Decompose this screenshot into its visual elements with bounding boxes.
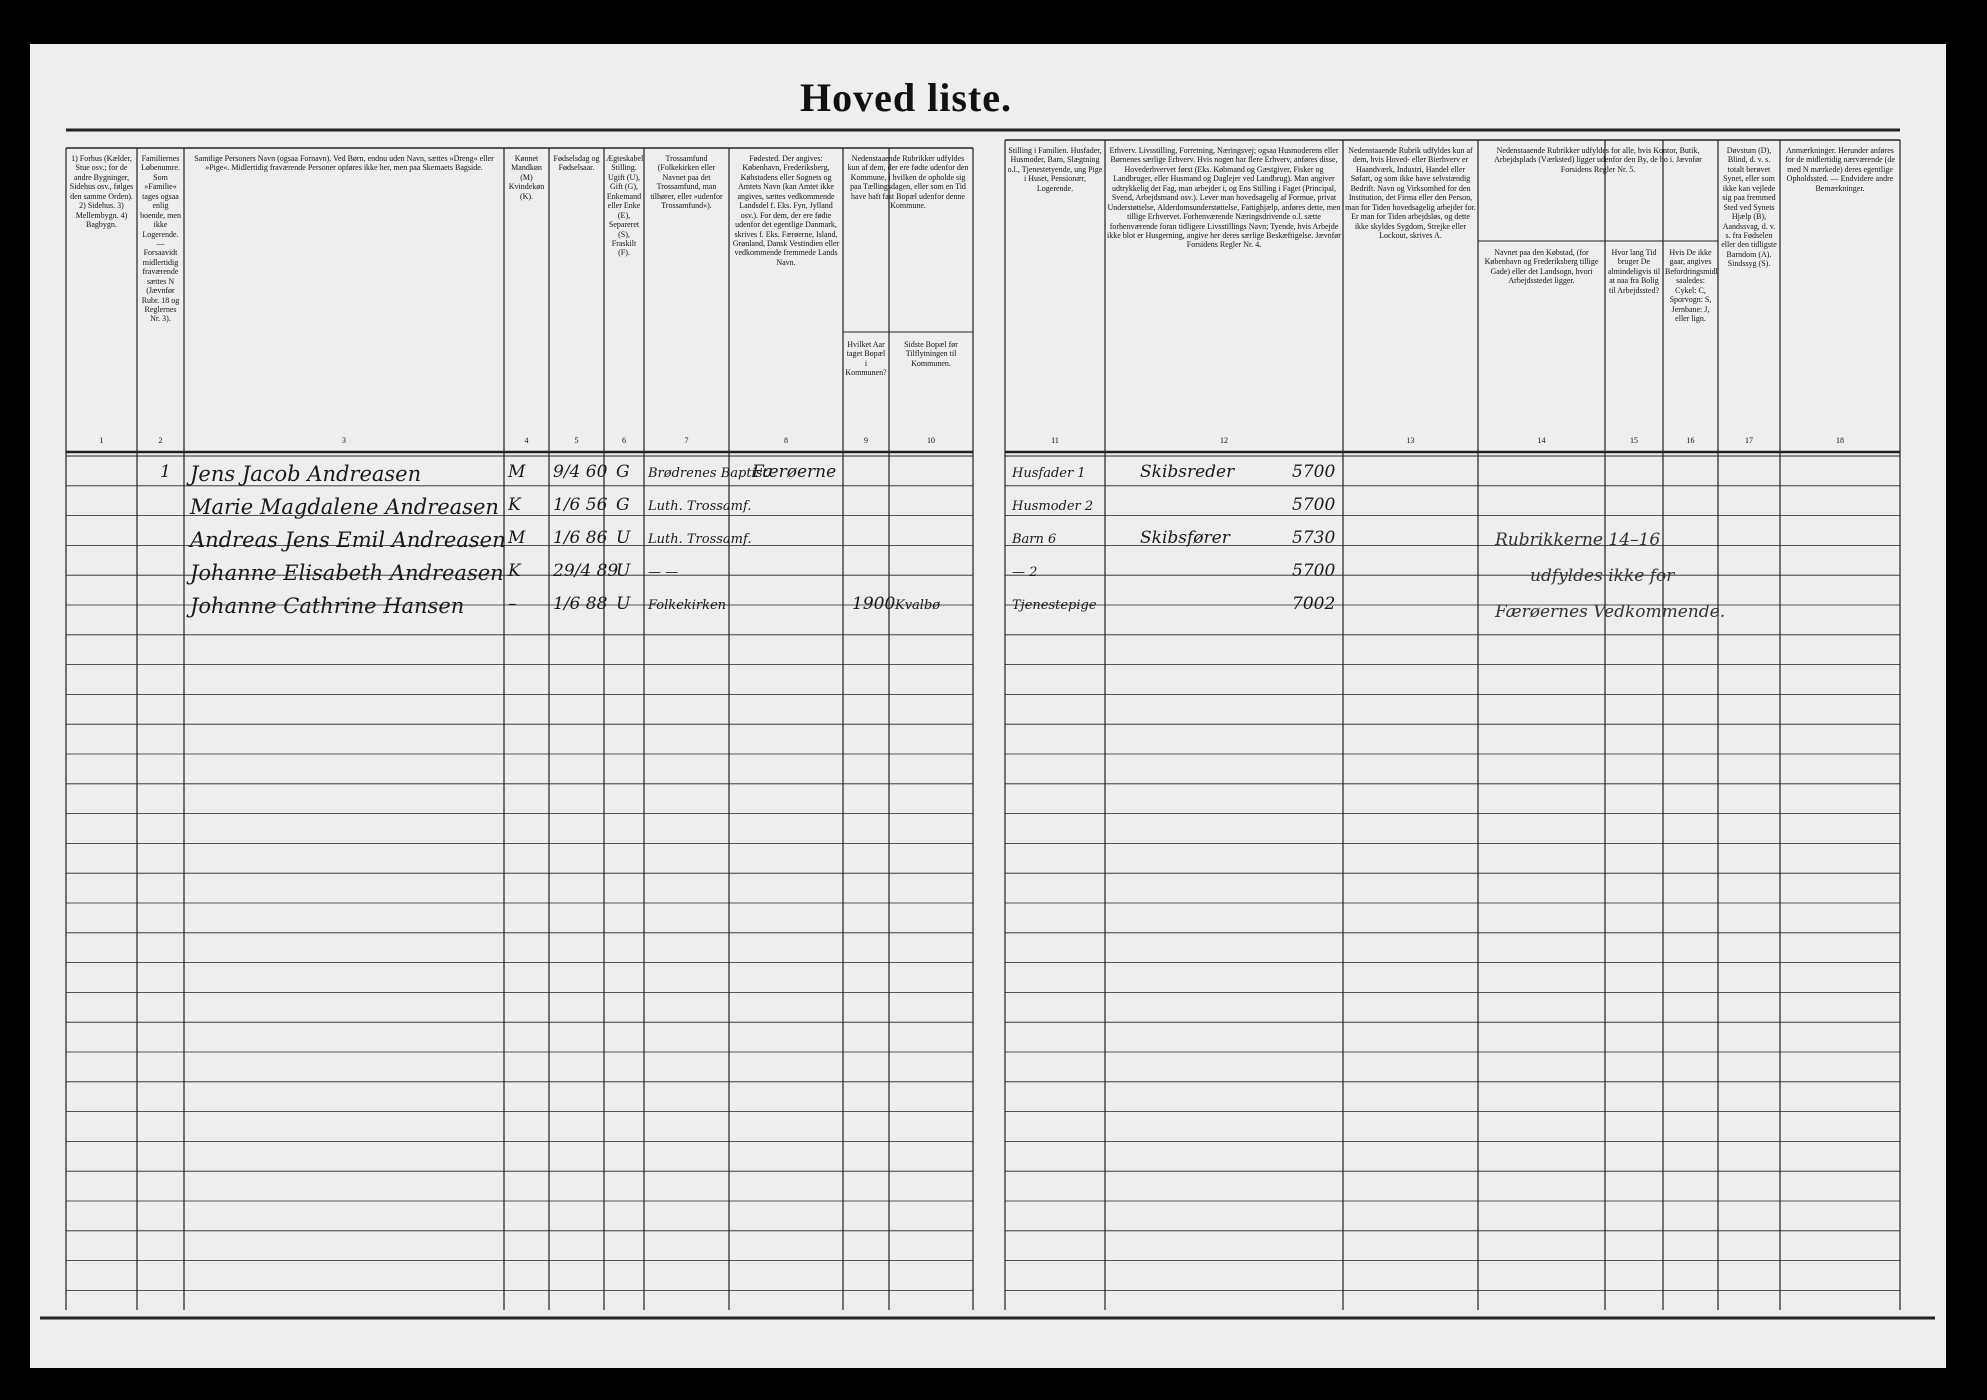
handwritten-birth: 1/6 56 bbox=[553, 495, 608, 515]
column-number: 9 bbox=[864, 436, 868, 445]
handwritten-name: Marie Magdalene Andreasen bbox=[190, 495, 499, 519]
column-header: Hvor lang Tid bruger De almindeligvis ti… bbox=[1607, 248, 1661, 295]
column-number: 15 bbox=[1630, 436, 1638, 445]
column-number: 18 bbox=[1836, 436, 1844, 445]
column-header: Stilling i Familien. Husfader, Husmoder,… bbox=[1007, 146, 1103, 193]
handwritten-code: 5700 bbox=[1292, 462, 1336, 482]
handwritten-occupation: Skibsfører bbox=[1140, 528, 1230, 548]
handwritten-sex: K bbox=[508, 561, 521, 581]
handwritten-code: 5730 bbox=[1292, 528, 1336, 548]
form-title: Hoved liste. bbox=[800, 75, 1012, 120]
handwritten-sex: – bbox=[508, 594, 517, 614]
column-header: Nedenstaaende Rubrik udfyldes kun af dem… bbox=[1345, 146, 1476, 240]
column-header: Kønnet Mandkøn (M) Kvindekøn (K). bbox=[508, 154, 545, 201]
column-header: Sidste Bopæl før Tilflytningen til Kommu… bbox=[904, 340, 958, 368]
handwritten-faith: Folkekirken bbox=[648, 598, 727, 613]
handwritten-birth: 1/6 88 bbox=[553, 594, 608, 614]
handwritten-birth: 9/4 60 bbox=[553, 462, 608, 482]
column-number: 11 bbox=[1051, 436, 1059, 445]
handwritten-birth: 29/4 89 bbox=[553, 561, 619, 581]
column-header: Samtlige Personers Navn (ogsaa Fornavn).… bbox=[194, 154, 494, 173]
column-header: Fødested. Der angives: København, Freder… bbox=[732, 154, 840, 267]
handwritten-last-residence: Kvalbø bbox=[895, 598, 941, 613]
handwritten-position: Husmoder 2 bbox=[1012, 499, 1094, 514]
column-header: Hvilket Aar taget Bopæl i Kommunen? bbox=[845, 340, 887, 378]
column-header: Erhverv. Livsstilling, Forretning, Nærin… bbox=[1107, 146, 1341, 250]
handwritten-name: Andreas Jens Emil Andreasen bbox=[190, 528, 506, 552]
column-number: 13 bbox=[1406, 436, 1415, 445]
annotation: Rubrikkerne 14–16 bbox=[1495, 530, 1661, 550]
handwritten-faith: — — bbox=[648, 565, 679, 580]
column-number: 17 bbox=[1745, 436, 1753, 445]
column-number: 6 bbox=[622, 436, 626, 445]
column-header: Fødselsdag og Fødselsaar. bbox=[553, 154, 600, 173]
column-number: 12 bbox=[1220, 436, 1228, 445]
handwritten-sex: M bbox=[508, 462, 526, 482]
column-header: Navnet paa den Købstad, (for København o… bbox=[1484, 248, 1599, 286]
column-number: 16 bbox=[1686, 436, 1695, 445]
handwritten-code: 7002 bbox=[1292, 594, 1336, 614]
handwritten-name: Jens Jacob Andreasen bbox=[190, 462, 422, 486]
handwritten-year-moved: 1900 bbox=[852, 594, 896, 614]
column-number: 8 bbox=[784, 436, 788, 445]
handwritten-faith: Luth. Trossamf. bbox=[648, 499, 752, 514]
column-number: 10 bbox=[927, 436, 935, 445]
handwritten-position: Husfader 1 bbox=[1012, 466, 1086, 481]
column-header: 1) Forhus (Kælder, Stue osv.; for de and… bbox=[69, 154, 134, 230]
handwritten-marital: G bbox=[616, 495, 630, 515]
handwritten-occupation: Skibsreder bbox=[1140, 462, 1235, 482]
handwritten-marital: U bbox=[616, 528, 631, 548]
handwritten-code: 5700 bbox=[1292, 495, 1336, 515]
handwritten-position: — 2 bbox=[1012, 565, 1038, 580]
shared-header: Nedenstaaende Rubrikker udfyldes kun af … bbox=[847, 154, 969, 211]
handwritten-marital: U bbox=[616, 594, 631, 614]
column-number: 5 bbox=[574, 436, 579, 445]
column-header: Ægteskabelig Stilling. Ugift (U), Gift (… bbox=[606, 154, 644, 258]
handwritten-position: Barn 6 bbox=[1012, 532, 1057, 547]
handwritten-sex: M bbox=[508, 528, 526, 548]
column-header: Anmærkninger. Herunder anføres for de mi… bbox=[1785, 146, 1895, 193]
handwritten-name: Johanne Cathrine Hansen bbox=[190, 594, 465, 618]
column-header: Døvstum (D), Blind, d. v. s. totalt berø… bbox=[1721, 146, 1777, 269]
handwritten-faith: Brødrenes Baptist bbox=[648, 466, 768, 481]
column-header: Hvis De ikke gaar, angives Befordringsmi… bbox=[1665, 248, 1718, 324]
paper bbox=[30, 44, 1946, 1368]
column-number: 1 bbox=[99, 436, 104, 445]
column-header: Familiernes Løbenumre. Som »Familie« tag… bbox=[140, 154, 181, 324]
handwritten-sex: K bbox=[508, 495, 521, 515]
annotation: Færøernes Vedkommende. bbox=[1495, 602, 1726, 622]
handwritten-position: Tjenestepige bbox=[1012, 598, 1097, 613]
column-number: 4 bbox=[524, 436, 529, 445]
handwritten-family: 1 bbox=[160, 462, 171, 482]
handwritten-birthplace: Færøerne bbox=[752, 462, 837, 482]
column-number: 3 bbox=[342, 436, 346, 445]
column-number: 2 bbox=[158, 436, 163, 445]
handwritten-faith: Luth. Trossamf. bbox=[648, 532, 752, 547]
column-number: 14 bbox=[1537, 436, 1546, 445]
handwritten-code: 5700 bbox=[1292, 561, 1336, 581]
shared-header: Nedenstaaende Rubrikker udfyldes for all… bbox=[1494, 146, 1702, 174]
handwritten-marital: G bbox=[616, 462, 630, 482]
handwritten-name: Johanne Elisabeth Andreasen bbox=[190, 561, 504, 585]
handwritten-birth: 1/6 86 bbox=[553, 528, 608, 548]
column-header: Trossamfund (Folkekirken eller Navnet pa… bbox=[650, 154, 723, 211]
annotation: udfyldes ikke for bbox=[1530, 566, 1675, 586]
column-number: 7 bbox=[684, 436, 689, 445]
handwritten-marital: U bbox=[616, 561, 631, 581]
